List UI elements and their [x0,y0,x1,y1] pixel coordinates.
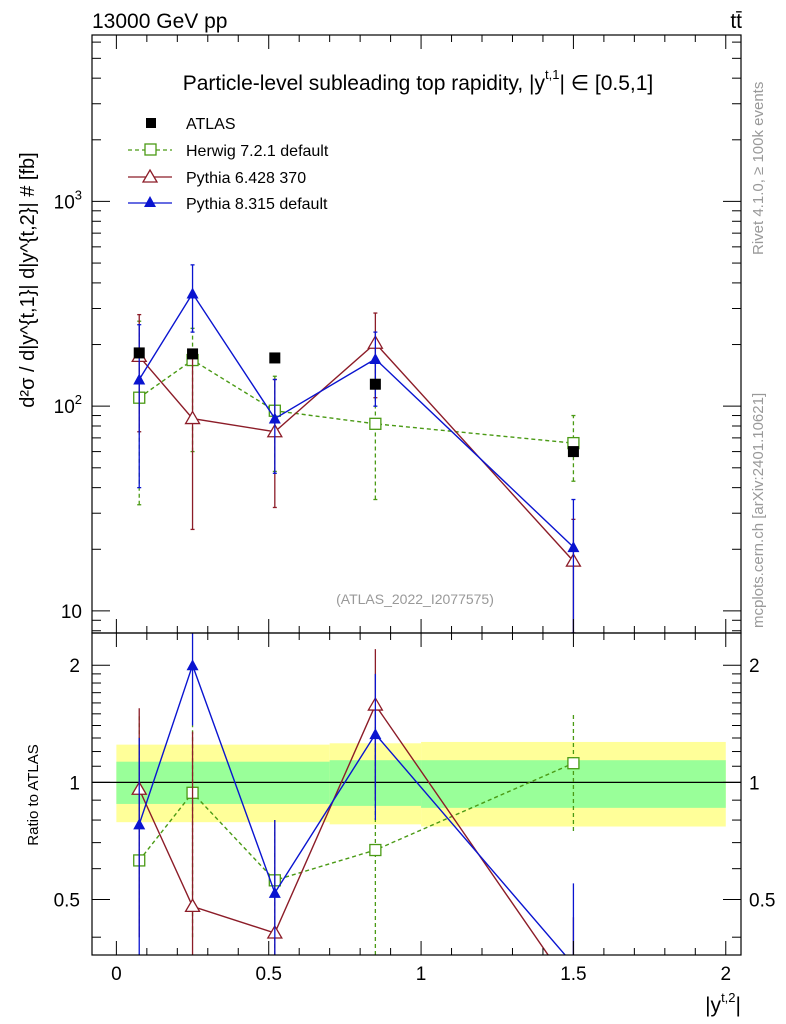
legend-herwig-label: Herwig 7.2.1 default [186,143,329,160]
legend-pythia6-marker [141,168,159,183]
series-0-line [138,359,574,444]
x-tick-label: 2 [720,964,731,985]
ratio-y-tick-label-left: 1 [69,773,80,794]
ratio-y-tick-label-left: 2 [69,656,80,677]
ratio-panel [92,633,741,955]
ratio-y-tick-label-right: 0.5 [749,890,775,911]
x-tick-label: 1.5 [560,964,586,985]
legend-pythia6-label: Pythia 6.428 370 [186,170,306,187]
series-2-ratio-point [369,728,382,740]
series-1-ratio-point [184,898,201,913]
x-tick-label: 1 [416,964,427,985]
rivet-label: Rivet 4.1.0, ≥ 100k events [750,82,767,255]
series-0-point [369,417,382,430]
ratio-y-axis-label: Ratio to ATLAS [25,744,42,845]
series-2-ratio-point [268,886,281,898]
y-axis-label: d²σ / d|y^{t,1}| d|y^{t,2}| # [fb] [17,152,39,407]
series-1-point [184,410,201,425]
header-right-label: tt̄ [730,10,742,33]
ratio-y-tick-label-left: 0.5 [54,890,80,911]
series-2-ratio-point [186,659,199,671]
atlas-data-point [133,347,145,359]
mcplots-label: mcplots.cern.ch [arXiv:2401.10621] [750,393,767,628]
atlas-data-point [187,348,199,360]
legend: ATLAS Herwig 7.2.1 default Pythia 6.428 … [128,116,329,213]
main-y-tick-label: 10 [61,602,82,623]
analysis-id: (ATLAS_2022_I2077575) [336,591,494,607]
ratio-y-tick-label-right: 1 [749,773,760,794]
series-2-point [567,541,580,553]
header-left-label: 13000 GeV pp [92,10,227,33]
legend-pythia8-label: Pythia 8.315 default [186,196,328,213]
chart-title: Particle-level subleading top rapidity, … [183,67,654,95]
series-1-line [138,342,574,562]
atlas-data-point [567,446,579,458]
x-tick-label: 0 [111,964,122,985]
atlas-data-point [369,378,381,390]
series-2-point [186,287,199,299]
main-panel [131,264,582,633]
plot-layer [92,264,741,955]
series-2-ratio-point [133,818,146,830]
main-y-tick-label: 102 [54,392,82,418]
series-0-ratio-point [567,757,580,770]
series-2-point [369,352,382,364]
atlas-data-point [269,352,281,364]
legend-herwig-marker [144,143,157,156]
x-axis-label: |yt,2| [705,990,741,1017]
ratio-frame [91,632,742,956]
main-y-tick-label: 103 [54,187,82,213]
series-2-point [268,412,281,424]
series-0-ratio-point [369,843,382,857]
series-2-point [133,373,146,385]
legend-pythia8-marker [144,196,156,207]
legend-atlas-label: ATLAS [186,116,236,133]
legend-atlas-marker [146,118,156,128]
x-tick-label: 0.5 [256,964,282,985]
ratio-y-tick-label-right: 2 [749,656,760,677]
frame-layer: 0 0.5 1 1.5 2 10 102 103 0.5 0.5 1 1 2 2 [54,34,775,985]
